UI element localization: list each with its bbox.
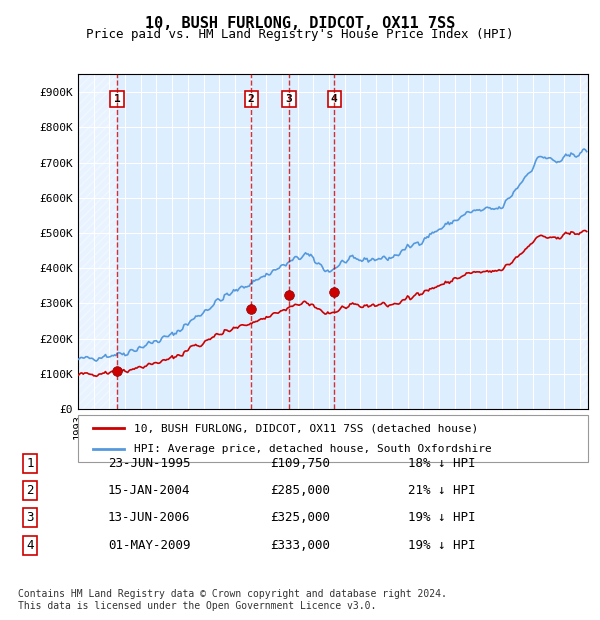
Text: £109,750: £109,750: [270, 457, 330, 470]
Text: 21% ↓ HPI: 21% ↓ HPI: [408, 484, 476, 497]
Text: 2: 2: [248, 94, 254, 104]
Text: 1: 1: [26, 457, 34, 470]
Text: 2: 2: [26, 484, 34, 497]
Text: £333,000: £333,000: [270, 539, 330, 552]
Text: HPI: Average price, detached house, South Oxfordshire: HPI: Average price, detached house, Sout…: [134, 444, 492, 454]
Text: 10, BUSH FURLONG, DIDCOT, OX11 7SS (detached house): 10, BUSH FURLONG, DIDCOT, OX11 7SS (deta…: [134, 423, 478, 433]
Text: 10, BUSH FURLONG, DIDCOT, OX11 7SS: 10, BUSH FURLONG, DIDCOT, OX11 7SS: [145, 16, 455, 30]
Text: 3: 3: [26, 512, 34, 525]
Text: £285,000: £285,000: [270, 484, 330, 497]
Text: Contains HM Land Registry data © Crown copyright and database right 2024.
This d: Contains HM Land Registry data © Crown c…: [18, 589, 447, 611]
Text: 23-JUN-1995: 23-JUN-1995: [108, 457, 191, 470]
Text: 3: 3: [286, 94, 292, 104]
Bar: [78, 74, 117, 409]
Text: 19% ↓ HPI: 19% ↓ HPI: [408, 512, 476, 525]
Text: 1: 1: [113, 94, 120, 104]
Text: 4: 4: [26, 539, 34, 552]
Text: 15-JAN-2004: 15-JAN-2004: [108, 484, 191, 497]
Text: 18% ↓ HPI: 18% ↓ HPI: [408, 457, 476, 470]
Text: Price paid vs. HM Land Registry's House Price Index (HPI): Price paid vs. HM Land Registry's House …: [86, 28, 514, 41]
Bar: [580, 74, 588, 409]
FancyBboxPatch shape: [78, 415, 588, 462]
Text: 19% ↓ HPI: 19% ↓ HPI: [408, 539, 476, 552]
Text: 13-JUN-2006: 13-JUN-2006: [108, 512, 191, 525]
Text: 4: 4: [331, 94, 338, 104]
Text: 01-MAY-2009: 01-MAY-2009: [108, 539, 191, 552]
Text: £325,000: £325,000: [270, 512, 330, 525]
